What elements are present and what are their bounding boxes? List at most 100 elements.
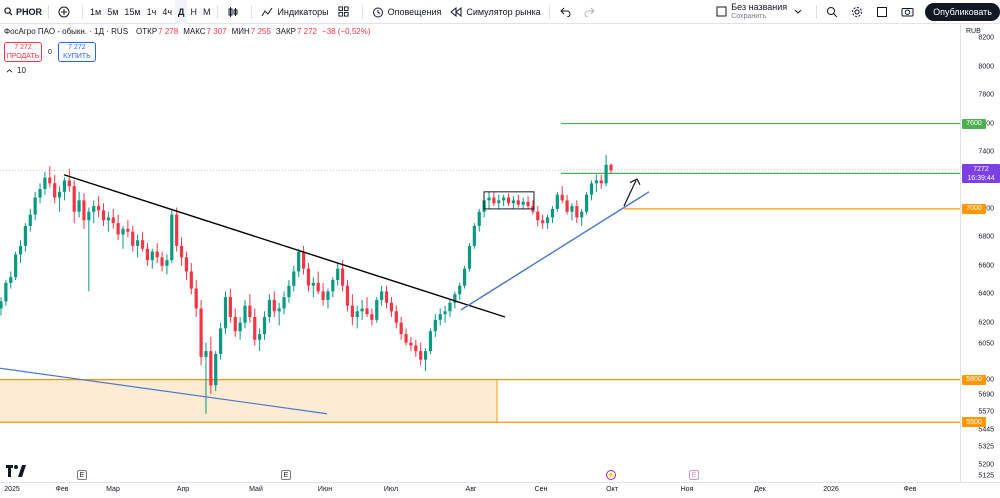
candle-body: [140, 240, 145, 249]
candle-body: [116, 223, 120, 235]
time-tick: Фев: [903, 486, 917, 493]
chevron-down-icon: [791, 5, 805, 19]
buy-price: 7 272: [68, 44, 86, 51]
candle-body: [77, 200, 81, 212]
candle-body: [448, 302, 452, 312]
candle-body: [267, 299, 271, 318]
candle-body: [575, 206, 579, 218]
publish-button[interactable]: Опубликовать: [925, 2, 1000, 21]
trendline-old-support: [0, 367, 328, 415]
dividend-event-marker[interactable]: ⚡: [606, 470, 616, 480]
chart-type-button[interactable]: [222, 0, 247, 24]
candle-body: [248, 305, 252, 318]
earnings-event-marker[interactable]: E: [77, 470, 87, 480]
chart-legend: ФосАгро ПАО - обыкн. · 1Д · RUS ОТКР 7 2…: [4, 27, 376, 36]
interval-option[interactable]: 4ч: [162, 6, 173, 17]
price-chart[interactable]: [0, 24, 960, 482]
interval-option[interactable]: 15м: [124, 6, 141, 17]
interval-option[interactable]: М: [202, 6, 211, 17]
candle-body: [72, 186, 76, 212]
projection-arrow: [623, 180, 637, 207]
alarm-clock-icon: [371, 5, 385, 19]
bar-countdown: 16:39:44: [967, 175, 995, 183]
candle-body: [414, 345, 418, 352]
undo-icon: [558, 5, 572, 19]
sell-price: 7 272: [14, 44, 32, 51]
redo-icon: [583, 5, 597, 19]
candle-body: [62, 180, 67, 192]
price-tick: 8200: [978, 34, 994, 42]
candle-body: [145, 248, 149, 261]
indicators-button[interactable]: Индикаторы: [256, 0, 332, 24]
fullscreen-icon: [875, 5, 889, 19]
replay-button[interactable]: Симулятор рынка: [445, 0, 544, 24]
snapshot-button[interactable]: [896, 0, 921, 24]
interval-option[interactable]: Н: [190, 6, 197, 17]
buy-button[interactable]: 7 272 КУПИТЬ: [57, 42, 96, 62]
price-axis[interactable]: 8200800078007600740072007000680066006400…: [960, 24, 1000, 482]
price-tick: 5445: [978, 426, 994, 434]
candle-body: [350, 305, 354, 318]
candle-body: [57, 191, 62, 198]
currency-label[interactable]: RUB: [966, 28, 981, 35]
candle-body: [506, 197, 511, 204]
candle-body: [179, 245, 184, 258]
candle-body: [233, 317, 237, 332]
earnings-event-marker[interactable]: E: [281, 470, 291, 480]
interval-option[interactable]: Д: [175, 0, 188, 24]
symbol-search[interactable]: PHOR: [0, 0, 44, 24]
candle-body: [384, 291, 389, 303]
candle-body: [589, 183, 594, 195]
divider: [82, 4, 83, 19]
candle-body: [502, 197, 506, 201]
compare-button[interactable]: [53, 0, 78, 24]
templates-button[interactable]: [333, 0, 358, 24]
candle-body: [287, 285, 291, 298]
undo-button[interactable]: [554, 0, 579, 24]
candle-body: [409, 342, 413, 346]
candle-body: [380, 291, 384, 300]
candle-body: [53, 183, 57, 198]
candle-body: [126, 228, 130, 232]
candle-body: [345, 285, 350, 306]
candle-body: [458, 285, 462, 295]
projection-arrowhead: [629, 178, 641, 186]
alerts-button[interactable]: Оповещения: [367, 0, 446, 24]
price-tick: 5200: [978, 461, 994, 469]
camera-icon: [900, 5, 914, 19]
sell-button[interactable]: 7 272 ПРОДАТЬ: [4, 42, 42, 62]
candle-body: [536, 211, 540, 221]
candle-body: [253, 317, 257, 340]
candle-body: [492, 197, 496, 204]
collapse-chevron-icon: [6, 66, 13, 75]
divider: [217, 4, 219, 19]
redo-button[interactable]: [579, 0, 604, 24]
candle-body: [423, 351, 428, 360]
time-axis[interactable]: 2025 Фев Мар Апр Май Июн Июл Авг Сен Окт Ноя Дек 202…: [0, 482, 1000, 498]
time-tick: Фев: [55, 486, 69, 493]
price-tick: 7000: [978, 205, 994, 213]
candle-body: [136, 240, 140, 246]
quick-search-button[interactable]: [821, 0, 846, 24]
interval-option[interactable]: 5м: [107, 6, 119, 17]
level-price-label: 5500: [962, 417, 986, 428]
interval-option[interactable]: 1м: [90, 6, 102, 17]
earnings-event-marker[interactable]: E: [689, 470, 699, 480]
settings-button[interactable]: [846, 0, 871, 24]
tradingview-logo[interactable]: [6, 465, 26, 480]
candle-body: [223, 297, 228, 329]
interval-option[interactable]: 1ч: [146, 6, 157, 17]
price-tick: 5570: [978, 408, 994, 416]
layout-square-icon: [714, 5, 728, 19]
open-value: 7 278: [158, 27, 179, 36]
fullscreen-button[interactable]: [871, 0, 896, 24]
volume-legend[interactable]: 10: [6, 66, 26, 75]
divider: [48, 4, 49, 19]
candle-body: [321, 291, 325, 300]
divider: [361, 4, 363, 19]
candle-body: [214, 353, 218, 386]
candle-body: [23, 225, 27, 246]
candle-body: [594, 180, 598, 184]
layout-menu[interactable]: Без названия Сохранить: [710, 0, 812, 24]
symbol-title: ФосАгро ПАО - обыкн. · 1Д · RUS: [4, 27, 129, 36]
